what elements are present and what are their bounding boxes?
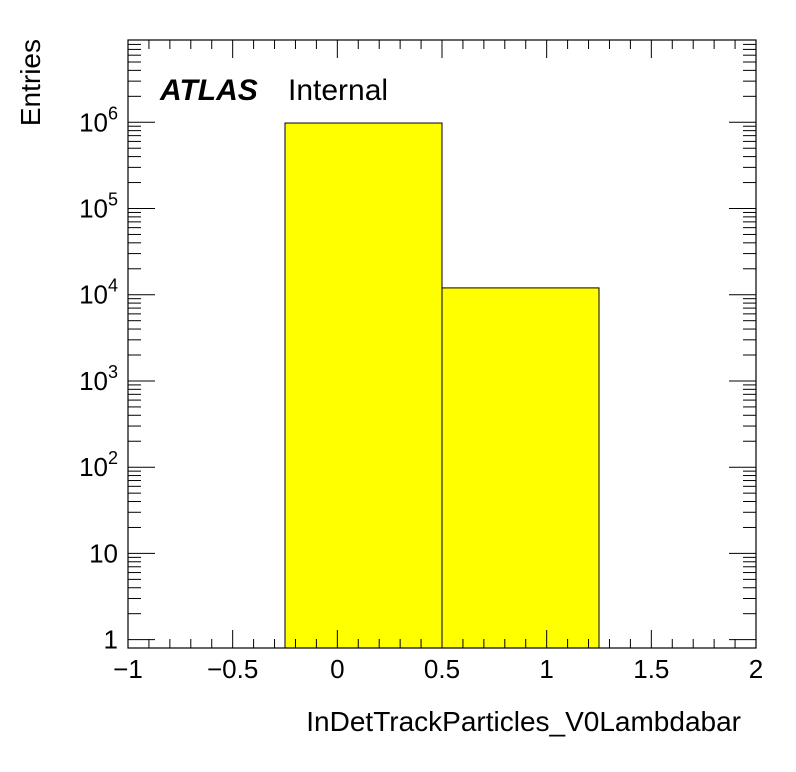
y-tick-label: 10 <box>89 538 118 568</box>
x-tick-label: 2 <box>749 654 763 684</box>
histogram-bar <box>441 287 600 649</box>
x-tick-label: 0 <box>330 654 344 684</box>
x-tick-label: 1 <box>539 654 553 684</box>
y-tick-label: 1 <box>104 625 118 655</box>
y-axis-title: Entries <box>15 39 46 126</box>
histogram-bar <box>284 122 443 649</box>
atlas-experiment-label: ATLAS <box>159 74 258 107</box>
x-tick-label: 1.5 <box>633 654 669 684</box>
x-tick-label: −1 <box>113 654 143 684</box>
histogram-bars <box>284 122 600 649</box>
y-axis-ticks: 1 10 102 103 104 105 106 <box>79 39 756 655</box>
atlas-status-label: Internal <box>288 74 388 107</box>
y-tick-label: 102 <box>79 448 118 482</box>
x-tick-label: 0.5 <box>424 654 460 684</box>
y-tick-label: 104 <box>79 276 118 310</box>
x-axis-title: InDetTrackParticles_V0Lambdabar <box>306 706 741 737</box>
x-tick-label: −0.5 <box>207 654 258 684</box>
y-tick-label: 106 <box>79 103 118 137</box>
y-tick-label: 105 <box>79 190 118 224</box>
x-axis-ticks: −1 −0.5 0 0.5 1 1.5 2 <box>113 40 763 684</box>
y-tick-label: 103 <box>79 362 118 396</box>
